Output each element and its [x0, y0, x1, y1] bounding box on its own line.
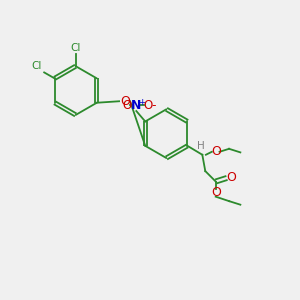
Text: N: N	[131, 99, 142, 112]
Text: +: +	[138, 98, 145, 106]
Text: -: -	[151, 99, 156, 112]
Text: O: O	[143, 99, 152, 112]
Text: Cl: Cl	[70, 43, 81, 53]
Text: H: H	[197, 141, 205, 151]
Text: O: O	[121, 95, 130, 108]
Text: O: O	[211, 186, 220, 199]
Text: Cl: Cl	[32, 61, 42, 71]
Text: O: O	[122, 99, 131, 112]
Text: O: O	[211, 145, 220, 158]
Text: O: O	[226, 171, 236, 184]
